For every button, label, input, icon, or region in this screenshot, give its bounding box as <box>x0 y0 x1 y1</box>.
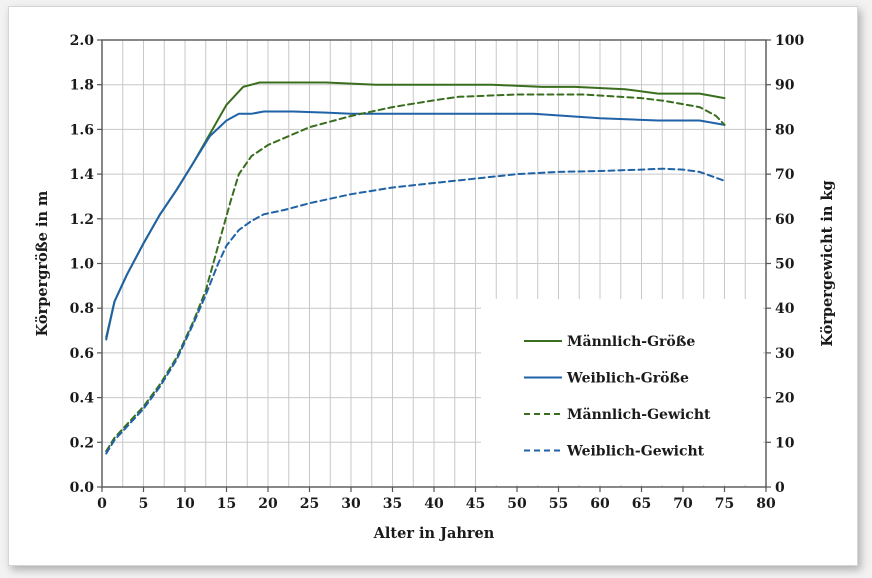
y-right-tick-label: 60 <box>775 212 795 228</box>
y-left-tick-label: 2.0 <box>70 33 95 49</box>
x-tick-label: 80 <box>756 496 776 512</box>
x-tick-label: 35 <box>383 496 402 512</box>
y-right-tick-label: 20 <box>775 391 795 407</box>
x-tick-label: 15 <box>217 496 236 512</box>
x-tick-label: 70 <box>673 496 693 512</box>
series-lines <box>105 81 726 455</box>
y-right-tick-label: 80 <box>775 122 795 138</box>
x-tick-label: 5 <box>139 496 149 512</box>
x-tick-label: 45 <box>466 496 485 512</box>
y-left-tick-label: 1.4 <box>70 167 95 183</box>
legend-label-1: Männlich-Größe <box>567 334 695 350</box>
x-tick-label: 40 <box>424 496 444 512</box>
y-left-tick-label: 0.6 <box>70 346 94 362</box>
series-line-2 <box>105 110 726 341</box>
y-right-tick-label: 90 <box>775 78 795 94</box>
legend-background <box>481 299 763 485</box>
x-tick-label: 65 <box>632 496 651 512</box>
chart-frame: 0 5 10 15 20 25 30 35 40 45 50 55 60 65 70 75 80 0.0 0.2 0… <box>8 6 858 566</box>
y-right-tick-label: 10 <box>775 435 795 451</box>
y-left-ticks: 0.0 0.2 0.4 0.6 0.8 1.0 1.2 1.4 1.6 1.8 2.0 <box>70 33 102 496</box>
y-left-tick-label: 0.8 <box>70 301 94 317</box>
x-tick-label: 60 <box>590 496 610 512</box>
x-ticks: 0 5 10 15 20 25 30 35 40 45 50 55 60 65 70 75 80 <box>97 487 776 512</box>
x-axis-title: Alter in Jahren <box>373 525 495 542</box>
x-tick-label: 50 <box>507 496 527 512</box>
y-right-tick-label: 0 <box>775 480 785 496</box>
legend: Männlich-Größe Weiblich-Größe Männlich-Gew… <box>481 299 763 485</box>
y-left-tick-label: 1.6 <box>70 122 94 138</box>
x-tick-label: 0 <box>97 496 107 512</box>
y-right-tick-label: 70 <box>775 167 795 183</box>
y-right-tick-label: 100 <box>775 33 804 49</box>
y-right-ticks: 0 10 20 30 40 50 60 70 80 90 100 <box>766 33 804 496</box>
series-line-4 <box>105 167 726 455</box>
y-left-tick-label: 1.0 <box>70 257 95 273</box>
x-tick-label: 25 <box>300 496 319 512</box>
y-left-axis-title: Körpergröße in m <box>34 190 51 336</box>
y-left-tick-label: 0.4 <box>70 391 95 407</box>
x-tick-label: 20 <box>258 496 278 512</box>
y-right-axis-title: Körpergewicht in kg <box>819 180 836 346</box>
legend-label-4: Weiblich-Gewicht <box>566 444 705 460</box>
line-chart: 0 5 10 15 20 25 30 35 40 45 50 55 60 65 70 75 80 0.00.20… <box>34 33 836 542</box>
y-left-tick-label: 0.0 <box>70 480 95 496</box>
x-tick-label: 30 <box>341 496 361 512</box>
y-left-tick-label: 0.2 <box>70 435 94 451</box>
x-tick-label: 55 <box>549 496 568 512</box>
series-line-3 <box>105 93 726 453</box>
y-right-tick-label: 50 <box>775 257 795 273</box>
x-tick-label: 10 <box>175 496 195 512</box>
y-right-tick-label: 30 <box>775 346 795 362</box>
y-left-tick-label: 1.8 <box>70 78 94 94</box>
legend-label-2: Weiblich-Größe <box>566 371 689 387</box>
x-tick-label: 75 <box>715 496 734 512</box>
y-right-tick-label: 40 <box>775 301 795 317</box>
legend-label-3: Männlich-Gewicht <box>567 407 711 423</box>
y-left-tick-label: 1.2 <box>70 212 94 228</box>
